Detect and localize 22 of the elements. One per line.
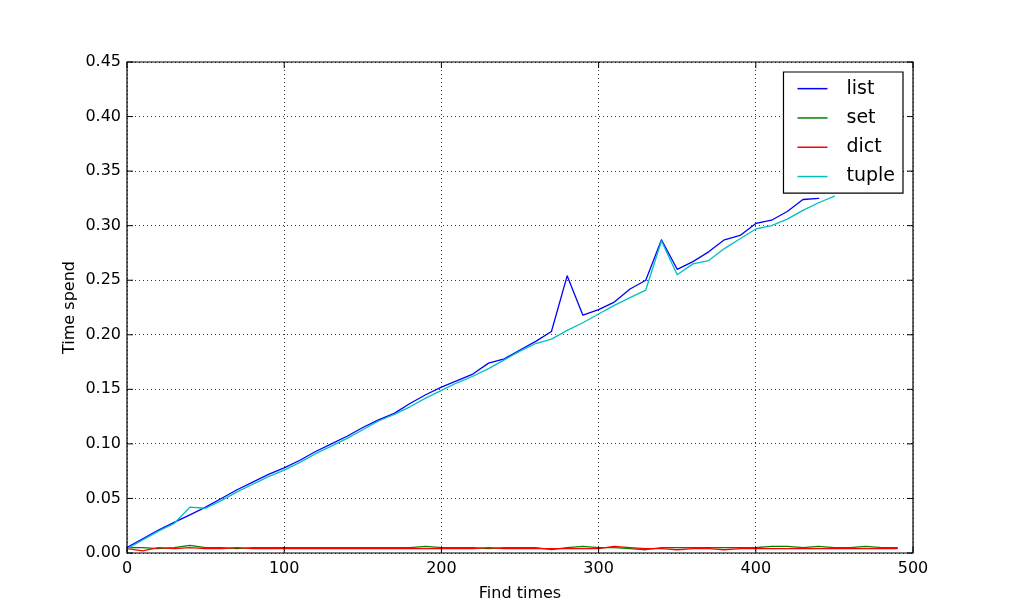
y-tick-label: 0.00 — [85, 542, 121, 562]
legend-label: dict — [846, 134, 882, 157]
legend-label: tuple — [846, 163, 896, 186]
y-tick-label: 0.30 — [85, 214, 121, 234]
legend-label: list — [846, 75, 875, 98]
legend-label: set — [846, 104, 876, 127]
y-tick-label: 0.15 — [85, 378, 121, 398]
y-tick-label: 0.25 — [85, 269, 121, 289]
x-tick-label: 0 — [121, 557, 133, 577]
x-tick-label: 400 — [740, 557, 772, 577]
x-tick-label: 100 — [268, 557, 300, 577]
y-tick-label: 0.35 — [85, 160, 121, 180]
x-tick-label: 200 — [426, 557, 457, 577]
x-axis-title: Find times — [478, 582, 562, 602]
x-tick-label: 500 — [897, 557, 929, 577]
x-tick-label: 300 — [583, 557, 614, 577]
y-tick-label: 0.40 — [85, 105, 121, 125]
y-axis-title: Time spend — [58, 261, 78, 355]
y-tick-label: 0.45 — [85, 51, 121, 71]
y-tick-label: 0.05 — [85, 487, 121, 507]
y-tick-label: 0.10 — [85, 433, 121, 453]
y-tick-label: 0.20 — [85, 323, 121, 343]
